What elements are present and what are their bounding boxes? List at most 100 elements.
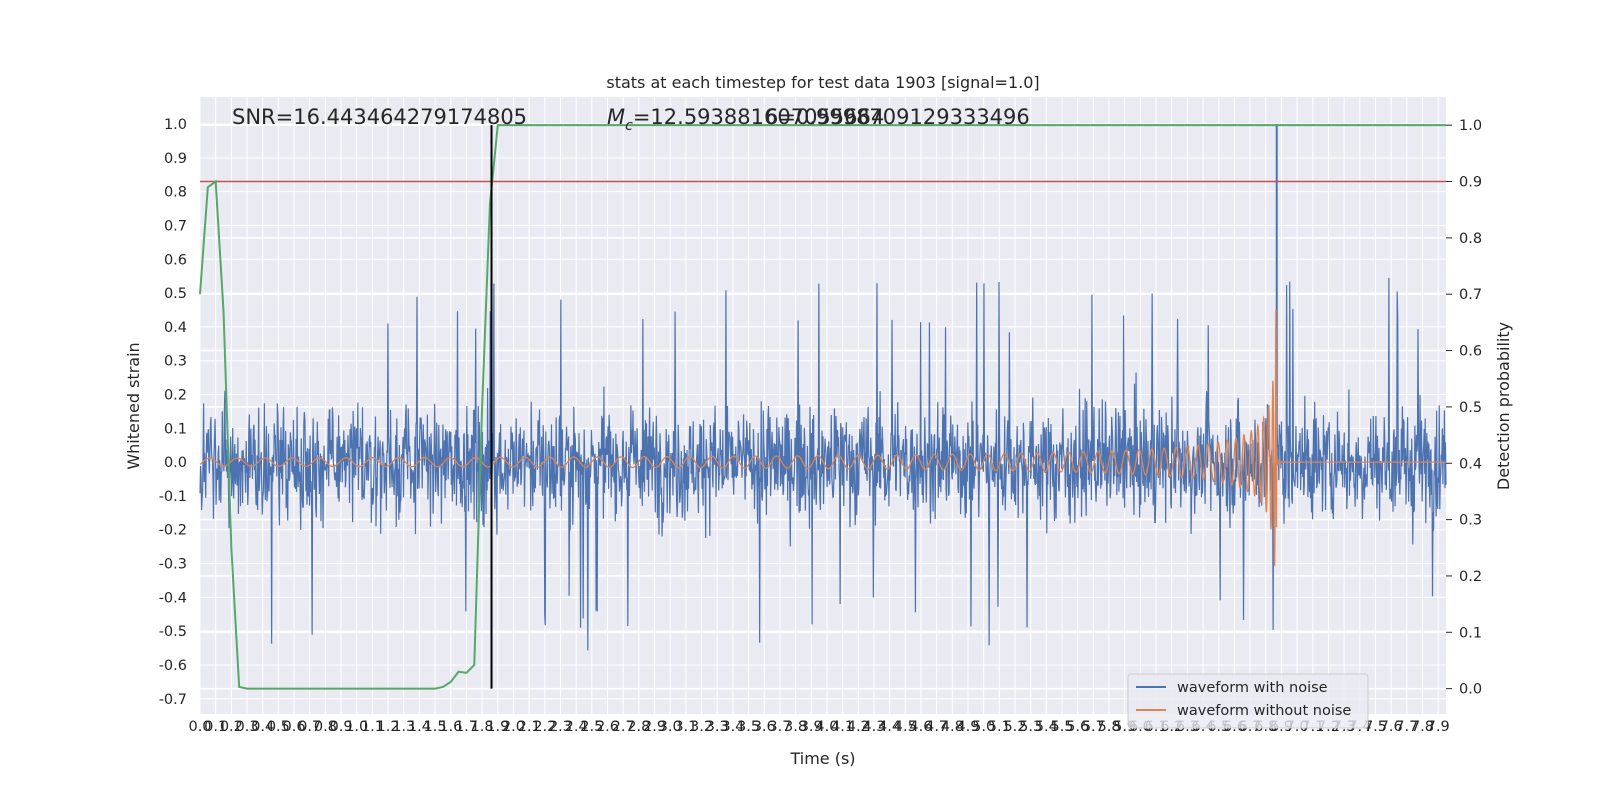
legend-box [1127, 673, 1369, 729]
y-tick-label-left: 0.2 [164, 388, 187, 404]
x-tick-label: 0.1 [204, 719, 227, 735]
y-tick-label-left: 0.9 [164, 151, 187, 167]
x-tick-label: 3.8 [784, 719, 807, 735]
x-axis-label: Time (s) [789, 749, 855, 768]
x-tick-label: 5.0 [972, 719, 995, 735]
x-tick-label: 0.3 [235, 719, 258, 735]
x-tick-label: 2.1 [518, 719, 541, 735]
y-tick-label-right: 0.2 [1459, 569, 1482, 585]
x-tick-label: 2.4 [565, 719, 588, 735]
chirp-mass-value: =12.593881607055664 [633, 105, 884, 129]
x-tick-label: 1.5 [424, 719, 447, 735]
x-tick-label: 1.1 [361, 719, 384, 735]
x-tick-label: 5.1 [988, 719, 1011, 735]
legend-label-clean: waveform without noise [1177, 703, 1351, 719]
x-tick-label: 4.6 [909, 719, 932, 735]
x-tick-label: 3.7 [768, 719, 791, 735]
y-tick-label-right: 0.6 [1459, 344, 1482, 360]
x-tick-label: 3.6 [753, 719, 776, 735]
y-tick-label-left: 0.6 [164, 252, 187, 268]
waveform-with-noise-line [199, 277, 1447, 651]
x-tick-label: 1.8 [471, 719, 494, 735]
y-tick-label-left: -0.7 [159, 692, 187, 708]
x-tick-label: 5.6 [1066, 719, 1089, 735]
waveform-without-noise-series [199, 309, 1446, 567]
x-tick-label: 5.4 [1035, 719, 1058, 735]
y-tick-label-left: 0.4 [164, 320, 187, 336]
x-tick-label: 3.3 [706, 719, 729, 735]
y-ticks-left: -0.7 -0.6 -0.5 -0.4 -0.3 -0.2 -0.1 0.0 0.1 0.2 0.3… [159, 117, 187, 708]
x-tick-label: 5.2 [1003, 719, 1026, 735]
x-tick-label: 7.7 [1395, 719, 1418, 735]
snr-annotation: SNR=16.443464279174805 [232, 105, 527, 129]
x-tick-label: 0.2 [220, 719, 243, 735]
legend-label-noise: waveform with noise [1177, 680, 1328, 696]
x-tick-label: 5.8 [1098, 719, 1121, 735]
x-tick-label: 2.5 [580, 719, 603, 735]
x-tick-label: 4.2 [847, 719, 870, 735]
y-tick-label-left: 0.0 [164, 455, 187, 471]
y-tick-label-left: -0.4 [159, 590, 187, 606]
detection-probability-line [199, 124, 1446, 690]
y-tick-label-left: -0.2 [159, 523, 187, 539]
x-tick-label: 3.9 [800, 719, 823, 735]
x-tick-label: 2.0 [502, 719, 525, 735]
x-tick-label: 5.7 [1082, 719, 1105, 735]
y-tick-label-right: 0.5 [1459, 400, 1482, 416]
waveform-without-noise-line [199, 309, 1446, 567]
x-tick-label: 3.2 [690, 719, 713, 735]
x-tick-label: 7.5 [1364, 719, 1387, 735]
y-tick-label-left: -0.6 [159, 658, 187, 674]
chart-title: stats at each timestep for test data 190… [606, 73, 1039, 92]
x-tick-label: 1.6 [439, 719, 462, 735]
chirp-mass-symbol: M [607, 105, 625, 129]
x-tick-label: 4.3 [862, 719, 885, 735]
x-tick-label: 0.5 [267, 719, 290, 735]
plot-background [200, 97, 1446, 714]
x-tick-label: 0.4 [251, 719, 274, 735]
x-tick-label: 4.1 [831, 719, 854, 735]
y-axis-label-right: Detection probability [1494, 322, 1513, 490]
x-tick-label: 0.9 [330, 719, 353, 735]
x-tick-label: 4.8 [941, 719, 964, 735]
x-tick-label: 4.5 [894, 719, 917, 735]
detection-probability-series [199, 124, 1446, 690]
x-tick-label: 0.7 [298, 719, 321, 735]
x-tick-label: 7.9 [1427, 719, 1450, 735]
x-tick-label: 2.6 [596, 719, 619, 735]
x-tick-label: 3.0 [659, 719, 682, 735]
x-tick-label: 3.1 [674, 719, 697, 735]
y-tick-label-left: 0.7 [164, 218, 187, 234]
x-tick-label: 4.4 [878, 719, 901, 735]
y-tick-label-right: 0.7 [1459, 287, 1482, 303]
y-tick-label-left: -0.5 [159, 624, 187, 640]
x-tick-label: 3.5 [737, 719, 760, 735]
x-tick-label: 1.2 [377, 719, 400, 735]
x-tick-label: 0.0 [188, 719, 211, 735]
y-tick-label-left: 0.1 [164, 421, 187, 437]
y-axis-label-left: Whitened strain [124, 342, 143, 469]
y-tick-label-left: -0.1 [159, 489, 187, 505]
x-tick-label: 1.0 [345, 719, 368, 735]
x-tick-label: 4.9 [956, 719, 979, 735]
x-tick-label: 7.6 [1380, 719, 1403, 735]
x-tick-label: 2.9 [643, 719, 666, 735]
x-tick-label: 1.3 [392, 719, 415, 735]
y-tick-label-left: 0.8 [164, 185, 187, 201]
x-tick-label: 5.5 [1050, 719, 1073, 735]
y-tick-label-right: 0.1 [1459, 625, 1482, 641]
chirp-mass-subscript: c [625, 118, 633, 134]
y-tick-label-right: 0.9 [1459, 175, 1482, 191]
y-tick-label-left: 1.0 [164, 117, 187, 133]
x-tick-label: 2.3 [549, 719, 572, 735]
y-tick-label-right: 0.3 [1459, 513, 1482, 529]
second-annotation: 6=0.9998709129333496 [765, 105, 1030, 129]
x-tick-label: 1.7 [455, 719, 478, 735]
x-tick-label: 2.8 [627, 719, 650, 735]
y-tick-label-left: 0.3 [164, 354, 187, 370]
y-tick-label-left: 0.5 [164, 286, 187, 302]
x-tick-label: 0.6 [283, 719, 306, 735]
y-tick-label-right: 0.4 [1459, 456, 1482, 472]
x-tick-label: 5.3 [1019, 719, 1042, 735]
